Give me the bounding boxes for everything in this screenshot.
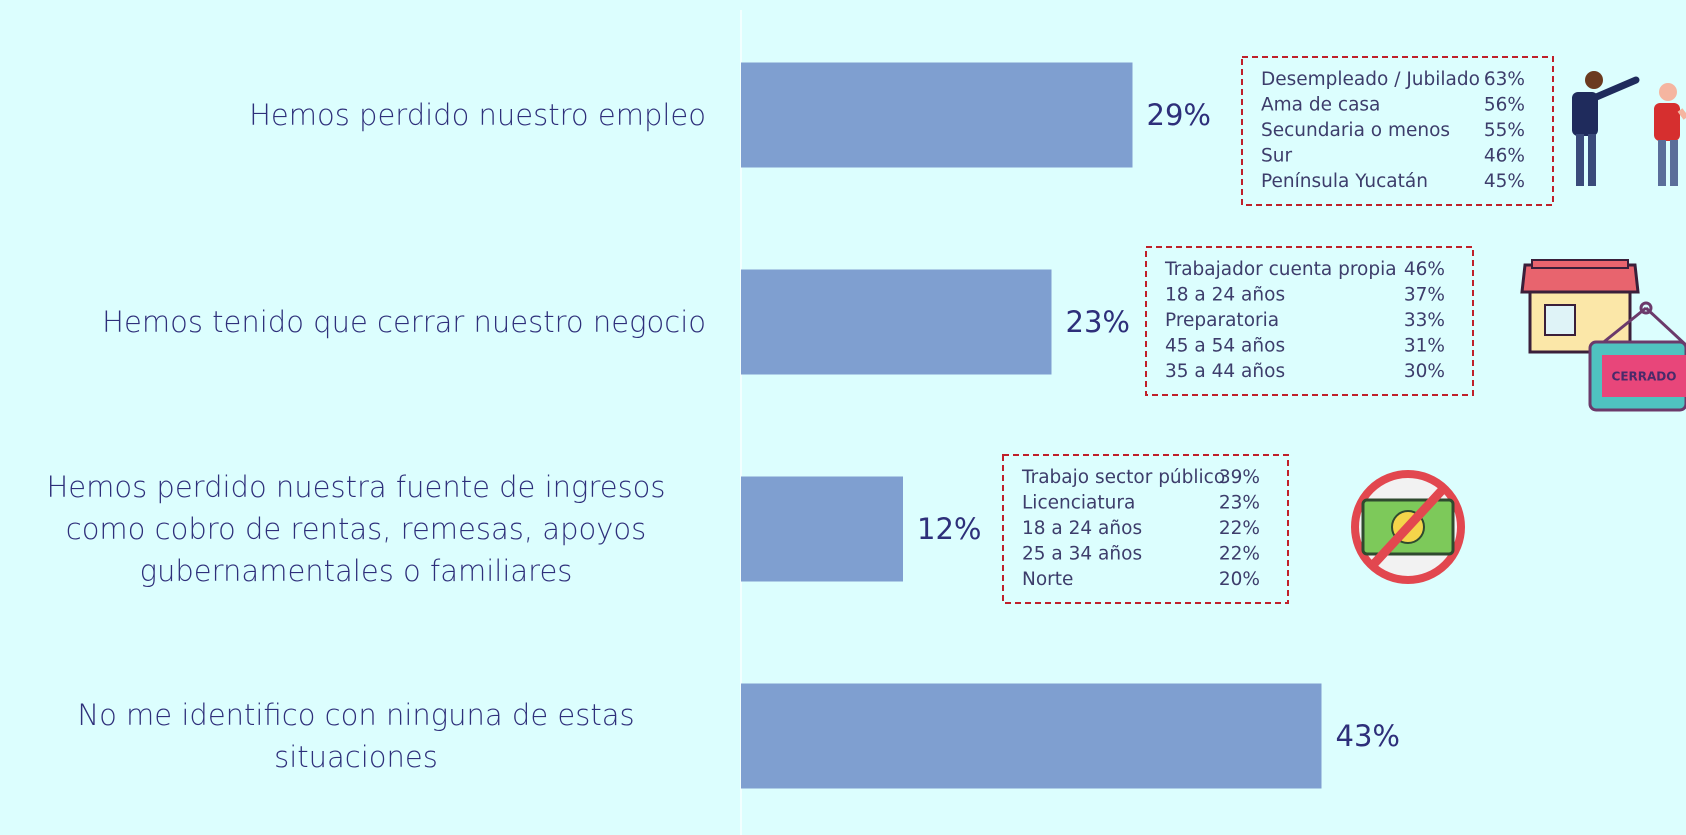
annotation-box bbox=[1002, 454, 1289, 604]
annotation-box bbox=[1241, 56, 1554, 206]
annotation-value: 37% bbox=[1404, 285, 1445, 306]
annotation-value: 22% bbox=[1219, 544, 1260, 565]
icon-unemployed bbox=[1572, 71, 1686, 186]
annotation-label: 45 a 54 años bbox=[1165, 336, 1285, 357]
bar bbox=[741, 683, 1322, 789]
annotation-value: 22% bbox=[1219, 518, 1260, 539]
annotation-value: 46% bbox=[1404, 259, 1445, 280]
category-label: Hemos tenido que cerrar nuestro negocio bbox=[102, 305, 706, 339]
annotation-value: 45% bbox=[1484, 171, 1525, 192]
icon-no-money bbox=[1351, 470, 1465, 584]
annotation-value: 30% bbox=[1404, 361, 1445, 382]
annotation-label: Trabajador cuenta propia bbox=[1164, 259, 1397, 280]
annotation-box bbox=[1145, 246, 1474, 396]
annotation-label: Desempleado / Jubilado bbox=[1261, 69, 1480, 90]
icon-shop: CERRADO bbox=[1520, 259, 1686, 412]
value-label: 29% bbox=[1147, 98, 1211, 132]
annotation-value: 55% bbox=[1484, 120, 1525, 141]
annotation-label: Sur bbox=[1261, 146, 1292, 167]
annotation-value: 23% bbox=[1219, 493, 1260, 514]
annotation-label: Preparatoria bbox=[1165, 310, 1279, 331]
annotation-label: Península Yucatán bbox=[1261, 171, 1428, 192]
annotation-value: 46% bbox=[1484, 146, 1525, 167]
category-label: Hemos perdido nuestro empleo bbox=[249, 98, 706, 132]
annotation-label: 25 a 34 años bbox=[1022, 544, 1142, 565]
annotation-label: 18 a 24 años bbox=[1165, 285, 1285, 306]
bar bbox=[741, 62, 1133, 168]
category-label: Hemos perdido nuestra fuente de ingresos… bbox=[46, 470, 666, 588]
value-label: 12% bbox=[917, 512, 981, 546]
annotation-value: 39% bbox=[1219, 467, 1260, 488]
value-label: 43% bbox=[1336, 719, 1400, 753]
annotation-value: 20% bbox=[1219, 569, 1260, 590]
sign-label: CERRADO bbox=[1612, 370, 1677, 384]
annotation-label: Secundaria o menos bbox=[1261, 120, 1450, 141]
annotation-label: 18 a 24 años bbox=[1022, 518, 1142, 539]
annotation-label: 35 a 44 años bbox=[1165, 361, 1285, 382]
value-label: 23% bbox=[1066, 305, 1130, 339]
bar bbox=[741, 269, 1052, 375]
annotation-value: 31% bbox=[1404, 336, 1445, 357]
annotation-label: Ama de casa bbox=[1261, 95, 1380, 116]
annotation-value: 33% bbox=[1404, 310, 1445, 331]
annotation-value: 56% bbox=[1484, 95, 1525, 116]
category-label: No me identifico con ninguna de estas si… bbox=[77, 698, 635, 774]
annotation-label: Licenciatura bbox=[1022, 493, 1135, 514]
annotation-label: Trabajo sector público bbox=[1021, 467, 1225, 488]
annotation-label: Norte bbox=[1022, 569, 1073, 590]
annotation-value: 63% bbox=[1484, 69, 1525, 90]
bar bbox=[741, 476, 903, 582]
